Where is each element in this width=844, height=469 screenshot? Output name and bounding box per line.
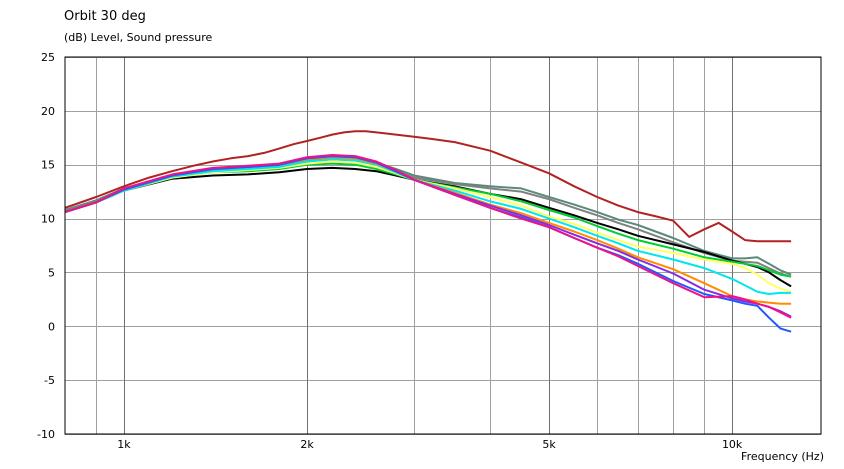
series-line-7 bbox=[64, 158, 792, 295]
series-line-6 bbox=[64, 160, 792, 293]
x-axis-label: Frequency (Hz) bbox=[741, 450, 824, 463]
tick-labels: 25 20 15 10 5 0 -5 -10 1k 2k 5k 10k bbox=[37, 51, 743, 451]
y-tick-label: 15 bbox=[41, 159, 55, 172]
y-tick-label: -5 bbox=[44, 374, 55, 387]
y-tick-label: 20 bbox=[41, 105, 55, 118]
x-tick-label: 1k bbox=[117, 438, 131, 451]
y-tick-label: 5 bbox=[48, 266, 55, 279]
chart-title: Orbit 30 deg bbox=[64, 9, 146, 24]
x-tick-label: 2k bbox=[300, 438, 314, 451]
y-tick-label: 0 bbox=[48, 320, 55, 333]
grid bbox=[65, 57, 821, 435]
y-tick-label: 25 bbox=[41, 51, 55, 64]
y-axis-label: (dB) Level, Sound pressure bbox=[64, 31, 213, 44]
x-tick-label: 5k bbox=[542, 438, 556, 451]
plot-frame bbox=[64, 56, 822, 435]
series-line-11 bbox=[64, 154, 792, 319]
series-line-1 bbox=[64, 130, 792, 243]
y-tick-label: 10 bbox=[41, 213, 55, 226]
x-tick-label: 10k bbox=[722, 438, 743, 451]
y-tick-label: -10 bbox=[37, 428, 55, 441]
series-group bbox=[64, 130, 792, 333]
